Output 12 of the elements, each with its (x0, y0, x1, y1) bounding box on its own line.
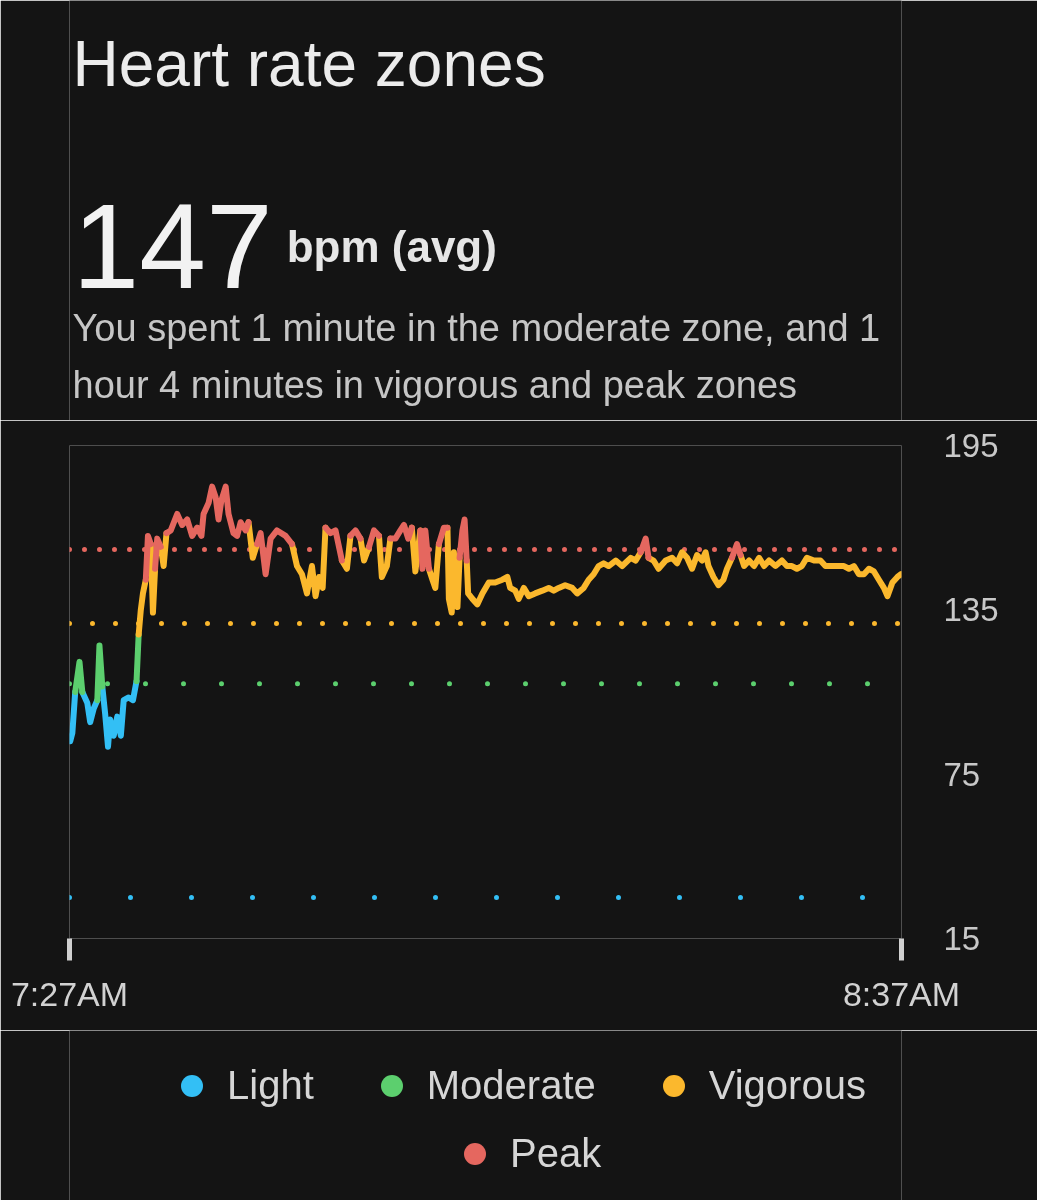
legend-label: Light (227, 1061, 314, 1109)
legend-label: Peak (510, 1129, 602, 1177)
text: bpm (avg) (286, 222, 497, 271)
x-tick-label: 7:27AM (10, 974, 129, 1013)
y-tick-label: 135 (943, 591, 999, 629)
y-tick-label: 15 (943, 920, 981, 957)
y-tick-label: 75 (943, 755, 981, 793)
x-tick-label: 8:37AM (842, 974, 961, 1013)
legend-label: Moderate (426, 1061, 596, 1109)
y-tick-label: 195 (943, 427, 999, 464)
legend-label: Vigorous (708, 1061, 866, 1109)
chart-title: Heart rate zones (72, 27, 546, 100)
